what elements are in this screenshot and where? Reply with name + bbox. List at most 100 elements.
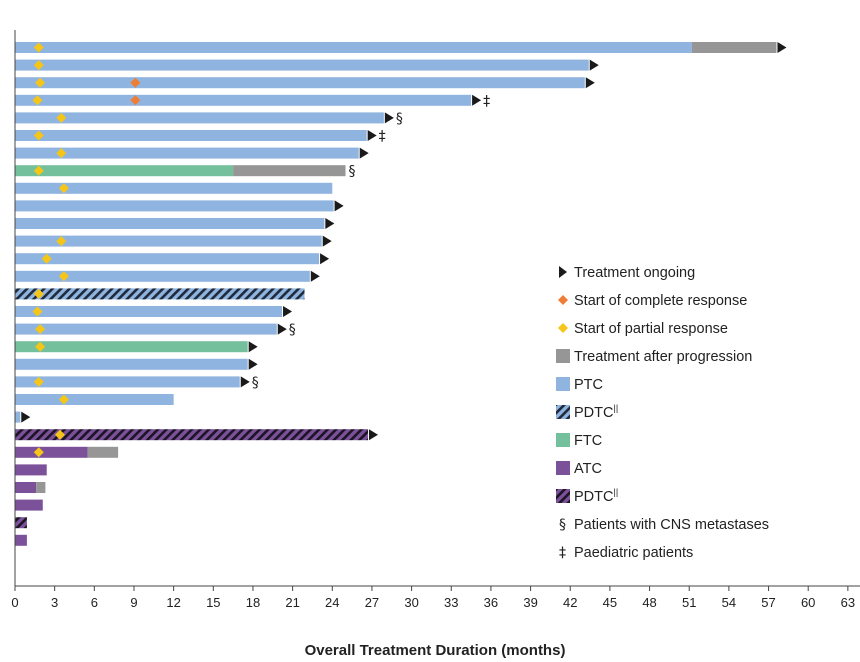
treatment-bar: [15, 517, 27, 529]
patient-row: [15, 200, 344, 212]
x-tick-label: 57: [761, 595, 775, 610]
ongoing-marker: [472, 94, 482, 106]
partial-response-marker: [33, 130, 44, 141]
complete-response-marker: [130, 77, 141, 88]
treatment-bar: [15, 429, 368, 441]
x-tick-label: 39: [523, 595, 537, 610]
patient-row: [15, 446, 119, 458]
ongoing-marker: [21, 411, 31, 423]
treatment-bar: [15, 358, 248, 370]
x-tick-label: 60: [801, 595, 815, 610]
partial-response-marker: [54, 429, 65, 440]
post-progression-bar: [36, 482, 46, 493]
treatment-bar: [15, 446, 88, 458]
legend-label: Treatment after progression: [574, 349, 752, 365]
ongoing-marker: [248, 358, 258, 370]
legend-item: Start of partial response: [558, 321, 728, 337]
treatment-bar: [15, 394, 174, 405]
partial-response-marker: [33, 42, 44, 53]
patient-row: [15, 464, 47, 476]
x-tick-label: 24: [325, 595, 339, 610]
legend-label: FTC: [574, 433, 602, 449]
x-tick-label: 18: [246, 595, 260, 610]
treatment-bar: [15, 499, 43, 511]
bars-layer: ‡ § ‡ § § §: [15, 42, 787, 546]
row-annotation: §: [252, 375, 259, 391]
partial-response-marker: [56, 236, 67, 247]
partial-response-marker: [58, 183, 69, 194]
legend-label: Start of partial response: [574, 321, 728, 337]
ongoing-marker: [325, 218, 335, 229]
treatment-bar: [15, 130, 367, 141]
treatment-bar: [15, 482, 37, 493]
patient-row: [15, 499, 43, 511]
post-progression-bar: [87, 446, 119, 458]
patient-row: [15, 147, 369, 159]
legend-item: PDTC||: [556, 487, 618, 505]
legend-item: Treatment ongoing: [559, 265, 695, 281]
patient-row: [15, 394, 174, 405]
ongoing-marker: [334, 200, 344, 212]
legend-complete-marker: [558, 295, 568, 305]
x-tick-label: 48: [642, 595, 656, 610]
ongoing-marker: [384, 112, 394, 124]
legend-item: FTC: [556, 433, 602, 449]
ongoing-marker: [283, 306, 293, 317]
treatment-bar: [15, 270, 310, 282]
legend-ongoing-marker: [559, 266, 567, 278]
treatment-bar: [15, 306, 283, 317]
treatment-bar: [15, 288, 305, 300]
patient-row: [15, 235, 332, 247]
partial-response-marker: [58, 394, 69, 405]
x-tick-label: 42: [563, 595, 577, 610]
treatment-bar: [15, 77, 585, 89]
legend-item: Start of complete response: [558, 293, 747, 309]
legend-swatch: [556, 349, 570, 363]
row-annotation: ‡: [483, 93, 490, 109]
treatment-bar: [15, 253, 320, 265]
x-tick-label: 21: [285, 595, 299, 610]
patient-row: [15, 182, 333, 194]
row-annotation: §: [289, 322, 296, 338]
ongoing-marker: [277, 323, 287, 335]
treatment-bar: [15, 182, 333, 194]
patient-row: [15, 517, 27, 529]
legend-item: Treatment after progression: [556, 349, 752, 365]
patient-row: §: [15, 322, 296, 338]
post-progression-bar: [233, 165, 346, 177]
x-tick-label: 15: [206, 595, 220, 610]
partial-response-marker: [56, 112, 67, 123]
x-tick-label: 54: [722, 595, 736, 610]
legend-swatch: [556, 433, 570, 447]
treatment-bar: [15, 147, 359, 159]
x-tick-label: 30: [404, 595, 418, 610]
patient-row: [15, 358, 258, 370]
treatment-bar: [15, 165, 234, 177]
treatment-bar: [15, 464, 47, 476]
legend-item: PTC: [556, 377, 603, 393]
x-tick-label: 12: [166, 595, 180, 610]
ongoing-marker: [322, 235, 332, 247]
patient-row: ‡: [15, 129, 386, 145]
ongoing-marker: [589, 59, 599, 71]
treatment-bar: [15, 341, 248, 353]
x-tick-label: 63: [841, 595, 855, 610]
legend-label: Start of complete response: [574, 293, 747, 309]
x-tick-label: 45: [603, 595, 617, 610]
patient-row: ‡: [15, 93, 490, 109]
patient-row: [15, 411, 31, 423]
treatment-bar: [15, 94, 472, 106]
complete-response-marker: [130, 95, 141, 106]
post-progression-bar: [691, 42, 777, 53]
partial-response-marker: [35, 341, 46, 352]
treatment-bar: [15, 323, 277, 335]
legend: Treatment ongoing Start of complete respo…: [556, 265, 769, 561]
patient-row: [15, 218, 335, 229]
legend-symbol: ‡: [559, 545, 566, 561]
row-annotation: §: [396, 111, 403, 127]
patient-row: [15, 77, 595, 89]
treatment-bar: [15, 200, 334, 212]
x-tick-label: 33: [444, 595, 458, 610]
treatment-bar: [15, 411, 21, 423]
